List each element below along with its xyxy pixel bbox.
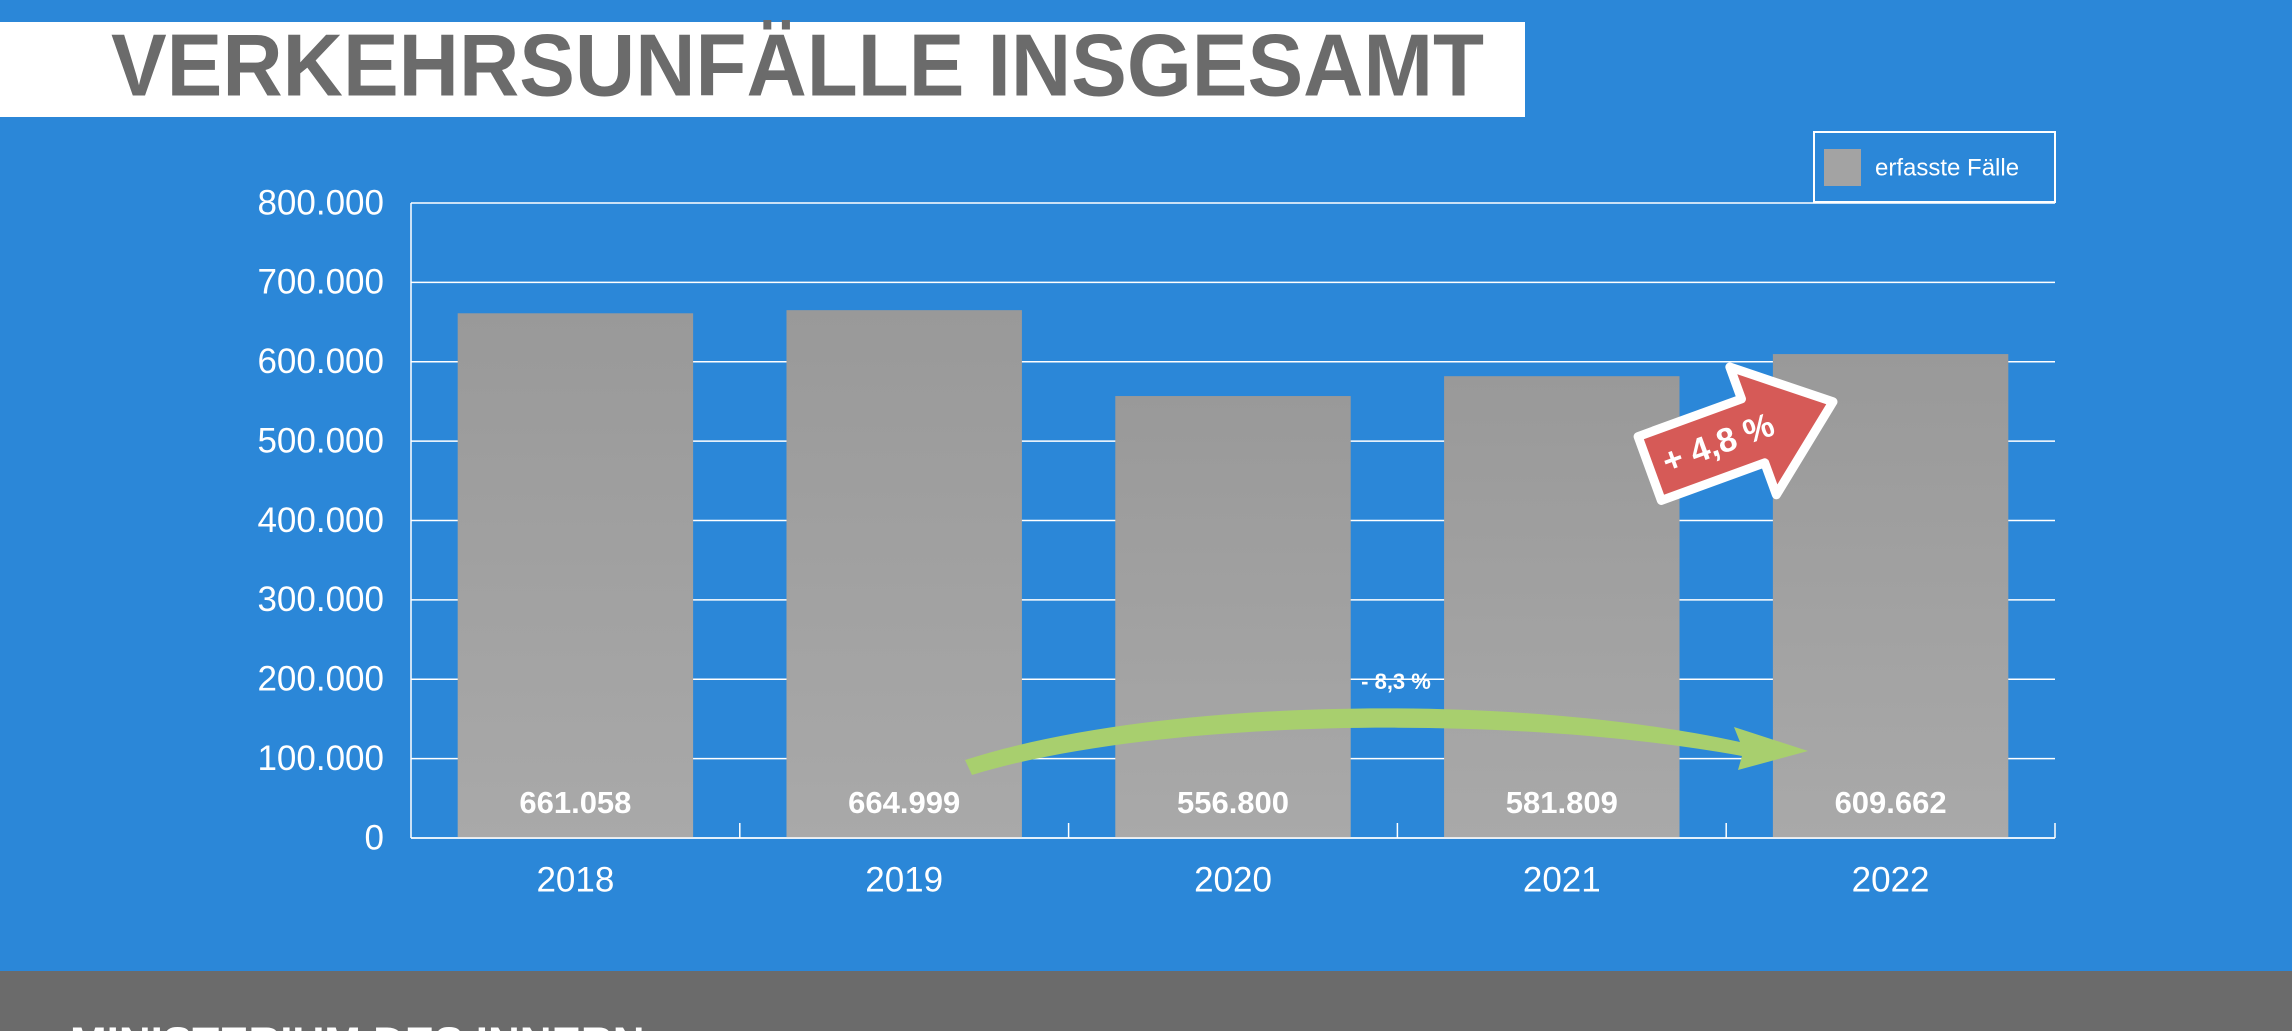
x-tick-label: 2019	[865, 860, 943, 899]
y-tick-label: 0	[365, 818, 384, 857]
decrease-arrow	[965, 708, 1808, 775]
x-tick-label: 2022	[1852, 860, 1930, 899]
footer-text: MINISTERIUM DES INNERN	[70, 1019, 644, 1031]
legend-swatch	[1824, 149, 1861, 186]
value-label: 661.058	[519, 785, 631, 820]
x-tick-label: 2021	[1523, 860, 1601, 899]
y-tick-label: 200.000	[257, 660, 384, 699]
bar	[786, 310, 1022, 838]
y-tick-label: 400.000	[257, 501, 384, 540]
increase-arrow	[1633, 362, 1838, 505]
y-tick-label: 300.000	[257, 580, 384, 619]
legend-box	[1813, 131, 2056, 203]
value-label: 581.809	[1506, 785, 1618, 820]
legend-label: erfasste Fälle	[1875, 154, 2019, 181]
increase-arrow-group: + 4,8 %	[1633, 362, 1838, 505]
x-tick-label: 2020	[1194, 860, 1272, 899]
annotations: - 8,3 % + 4,8 %	[965, 362, 1838, 775]
y-tick-label: 100.000	[257, 739, 384, 778]
value-label: 664.999	[848, 785, 960, 820]
y-tick-label: 600.000	[257, 342, 384, 381]
x-tick-label: 2018	[536, 860, 614, 899]
footer-bar	[0, 971, 2292, 1031]
chart-title: VERKEHRSUNFÄLLE INSGESAMT	[111, 15, 1484, 114]
value-label: 609.662	[1835, 785, 1947, 820]
y-tick-label: 800.000	[257, 183, 384, 222]
annotation-decrease: - 8,3 %	[1361, 669, 1431, 694]
value-label: 556.800	[1177, 785, 1289, 820]
bar	[457, 313, 694, 838]
y-tick-label: 500.000	[257, 421, 384, 460]
bar	[1115, 396, 1351, 838]
y-tick-label: 700.000	[257, 263, 384, 302]
title-box	[0, 22, 1525, 117]
